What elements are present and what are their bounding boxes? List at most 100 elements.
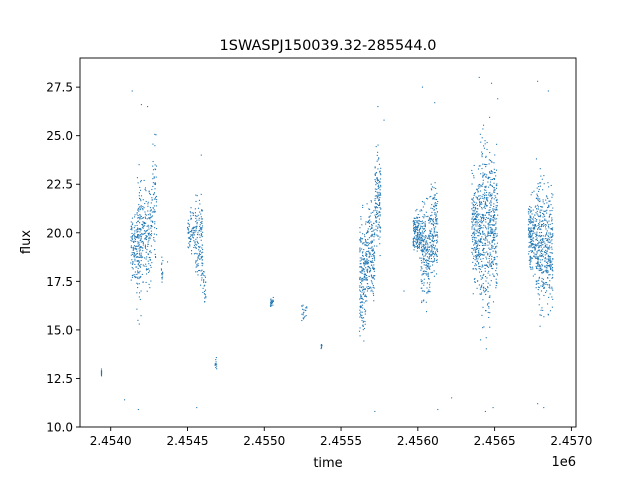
data-point [538, 304, 540, 306]
data-point [136, 250, 138, 252]
data-point [380, 167, 382, 169]
data-point [429, 246, 431, 248]
data-point [153, 193, 155, 195]
data-point [425, 264, 427, 266]
data-point [473, 213, 475, 215]
data-point [431, 218, 433, 221]
data-point [496, 233, 498, 235]
data-point [359, 263, 361, 265]
data-point [375, 184, 377, 186]
data-point [546, 252, 548, 254]
data-point [551, 243, 553, 245]
data-point [543, 224, 545, 226]
data-point [478, 199, 480, 201]
data-point [481, 244, 483, 247]
data-point [421, 249, 423, 251]
data-point [537, 262, 539, 264]
data-point [551, 239, 553, 241]
data-point [100, 372, 103, 374]
data-point [426, 292, 428, 294]
data-point [153, 198, 155, 200]
data-point [547, 277, 549, 279]
data-point [496, 256, 498, 258]
data-point [414, 229, 416, 231]
data-point [141, 256, 143, 258]
data-point [195, 252, 197, 254]
data-point [489, 230, 491, 232]
data-point [434, 217, 437, 219]
data-point [140, 181, 142, 183]
data-point [425, 244, 427, 246]
data-point [487, 231, 489, 234]
data-point [362, 277, 364, 279]
data-point [487, 261, 489, 263]
data-point [482, 299, 484, 301]
data-point [155, 196, 157, 198]
data-point [364, 311, 366, 313]
data-point [478, 201, 481, 204]
data-point [140, 229, 142, 231]
data-point [473, 227, 475, 229]
data-point [433, 270, 435, 272]
data-point [477, 190, 479, 192]
data-point [198, 199, 200, 201]
data-point [481, 203, 483, 205]
data-point [538, 226, 540, 229]
data-point [473, 201, 475, 203]
data-point [490, 265, 492, 267]
data-point [361, 320, 363, 322]
data-point [139, 231, 141, 233]
data-point [271, 302, 273, 304]
data-point [187, 228, 189, 230]
data-point [375, 202, 377, 205]
data-point [488, 186, 490, 188]
data-point [132, 249, 134, 251]
data-point [489, 171, 491, 173]
data-point [412, 220, 414, 222]
data-point [149, 218, 151, 220]
data-point [433, 259, 435, 261]
data-point [412, 225, 415, 227]
data-point [145, 222, 147, 224]
data-point [380, 184, 382, 186]
data-point [359, 227, 361, 229]
data-point [365, 260, 367, 262]
data-point [413, 222, 415, 224]
data-point [549, 256, 551, 258]
data-point [149, 236, 151, 238]
data-point [544, 235, 546, 237]
data-point [377, 203, 379, 205]
data-point [361, 295, 363, 297]
data-point [474, 218, 477, 220]
data-point [431, 250, 433, 252]
data-point [132, 222, 134, 224]
data-point [551, 228, 553, 230]
data-point [147, 210, 149, 212]
data-point [190, 238, 192, 240]
data-point [414, 240, 416, 242]
data-point [496, 264, 498, 266]
data-point [130, 239, 132, 241]
data-point [359, 290, 361, 292]
data-point [137, 229, 139, 231]
data-point [437, 223, 439, 225]
data-point [483, 145, 485, 147]
data-point [434, 198, 436, 200]
data-point [548, 216, 551, 218]
data-point [192, 214, 194, 216]
data-point [538, 286, 540, 289]
data-point [379, 230, 381, 232]
data-point [362, 238, 364, 240]
data-point [432, 237, 434, 239]
data-point [477, 222, 479, 224]
data-point [196, 225, 198, 227]
data-point [140, 200, 142, 202]
data-point [364, 300, 367, 302]
data-point [100, 373, 103, 375]
data-point [546, 239, 548, 242]
data-point [472, 293, 474, 295]
data-point [549, 256, 551, 258]
data-point [545, 238, 547, 240]
data-point [189, 239, 192, 241]
data-point [545, 261, 547, 263]
